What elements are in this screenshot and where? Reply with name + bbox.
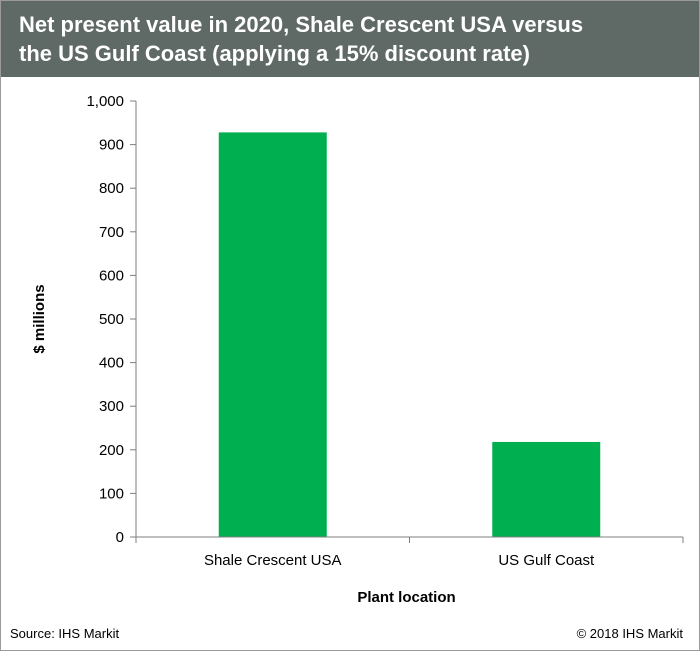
bar-shale-crescent-usa [218, 132, 327, 537]
y-tick-label: 1,000 [86, 93, 124, 110]
y-axis-ticks: 0 100 200 300 400 500 600 700 800 900 1,000 [86, 93, 136, 546]
y-tick-label: 0 [116, 529, 124, 546]
x-tick-label: US Gulf Coast [498, 552, 595, 569]
y-tick-label: 200 [99, 442, 124, 459]
y-axis-title: $ millions [31, 284, 48, 353]
chart-title: Net present value in 2020, Shale Crescen… [19, 12, 584, 66]
y-tick-label: 900 [99, 137, 124, 154]
title-bar: Net present value in 2020, Shale Crescen… [1, 1, 699, 77]
y-tick-label: 600 [99, 267, 124, 284]
bar-us-gulf-coast [492, 441, 601, 537]
y-tick-label: 100 [99, 485, 124, 502]
y-tick-label: 800 [99, 180, 124, 197]
bars [218, 132, 601, 537]
source-note: Source: IHS Markit [10, 626, 120, 641]
y-tick-label: 500 [99, 311, 124, 328]
copyright-note: © 2018 IHS Markit [576, 626, 683, 641]
x-tick-label: Shale Crescent USA [204, 552, 342, 569]
y-tick-label: 700 [99, 224, 124, 241]
y-tick-label: 400 [99, 355, 124, 372]
y-tick-label: 300 [99, 398, 124, 415]
x-axis-title: Plant location [357, 589, 455, 606]
x-axis-labels: Shale Crescent USA US Gulf Coast [135, 537, 684, 569]
